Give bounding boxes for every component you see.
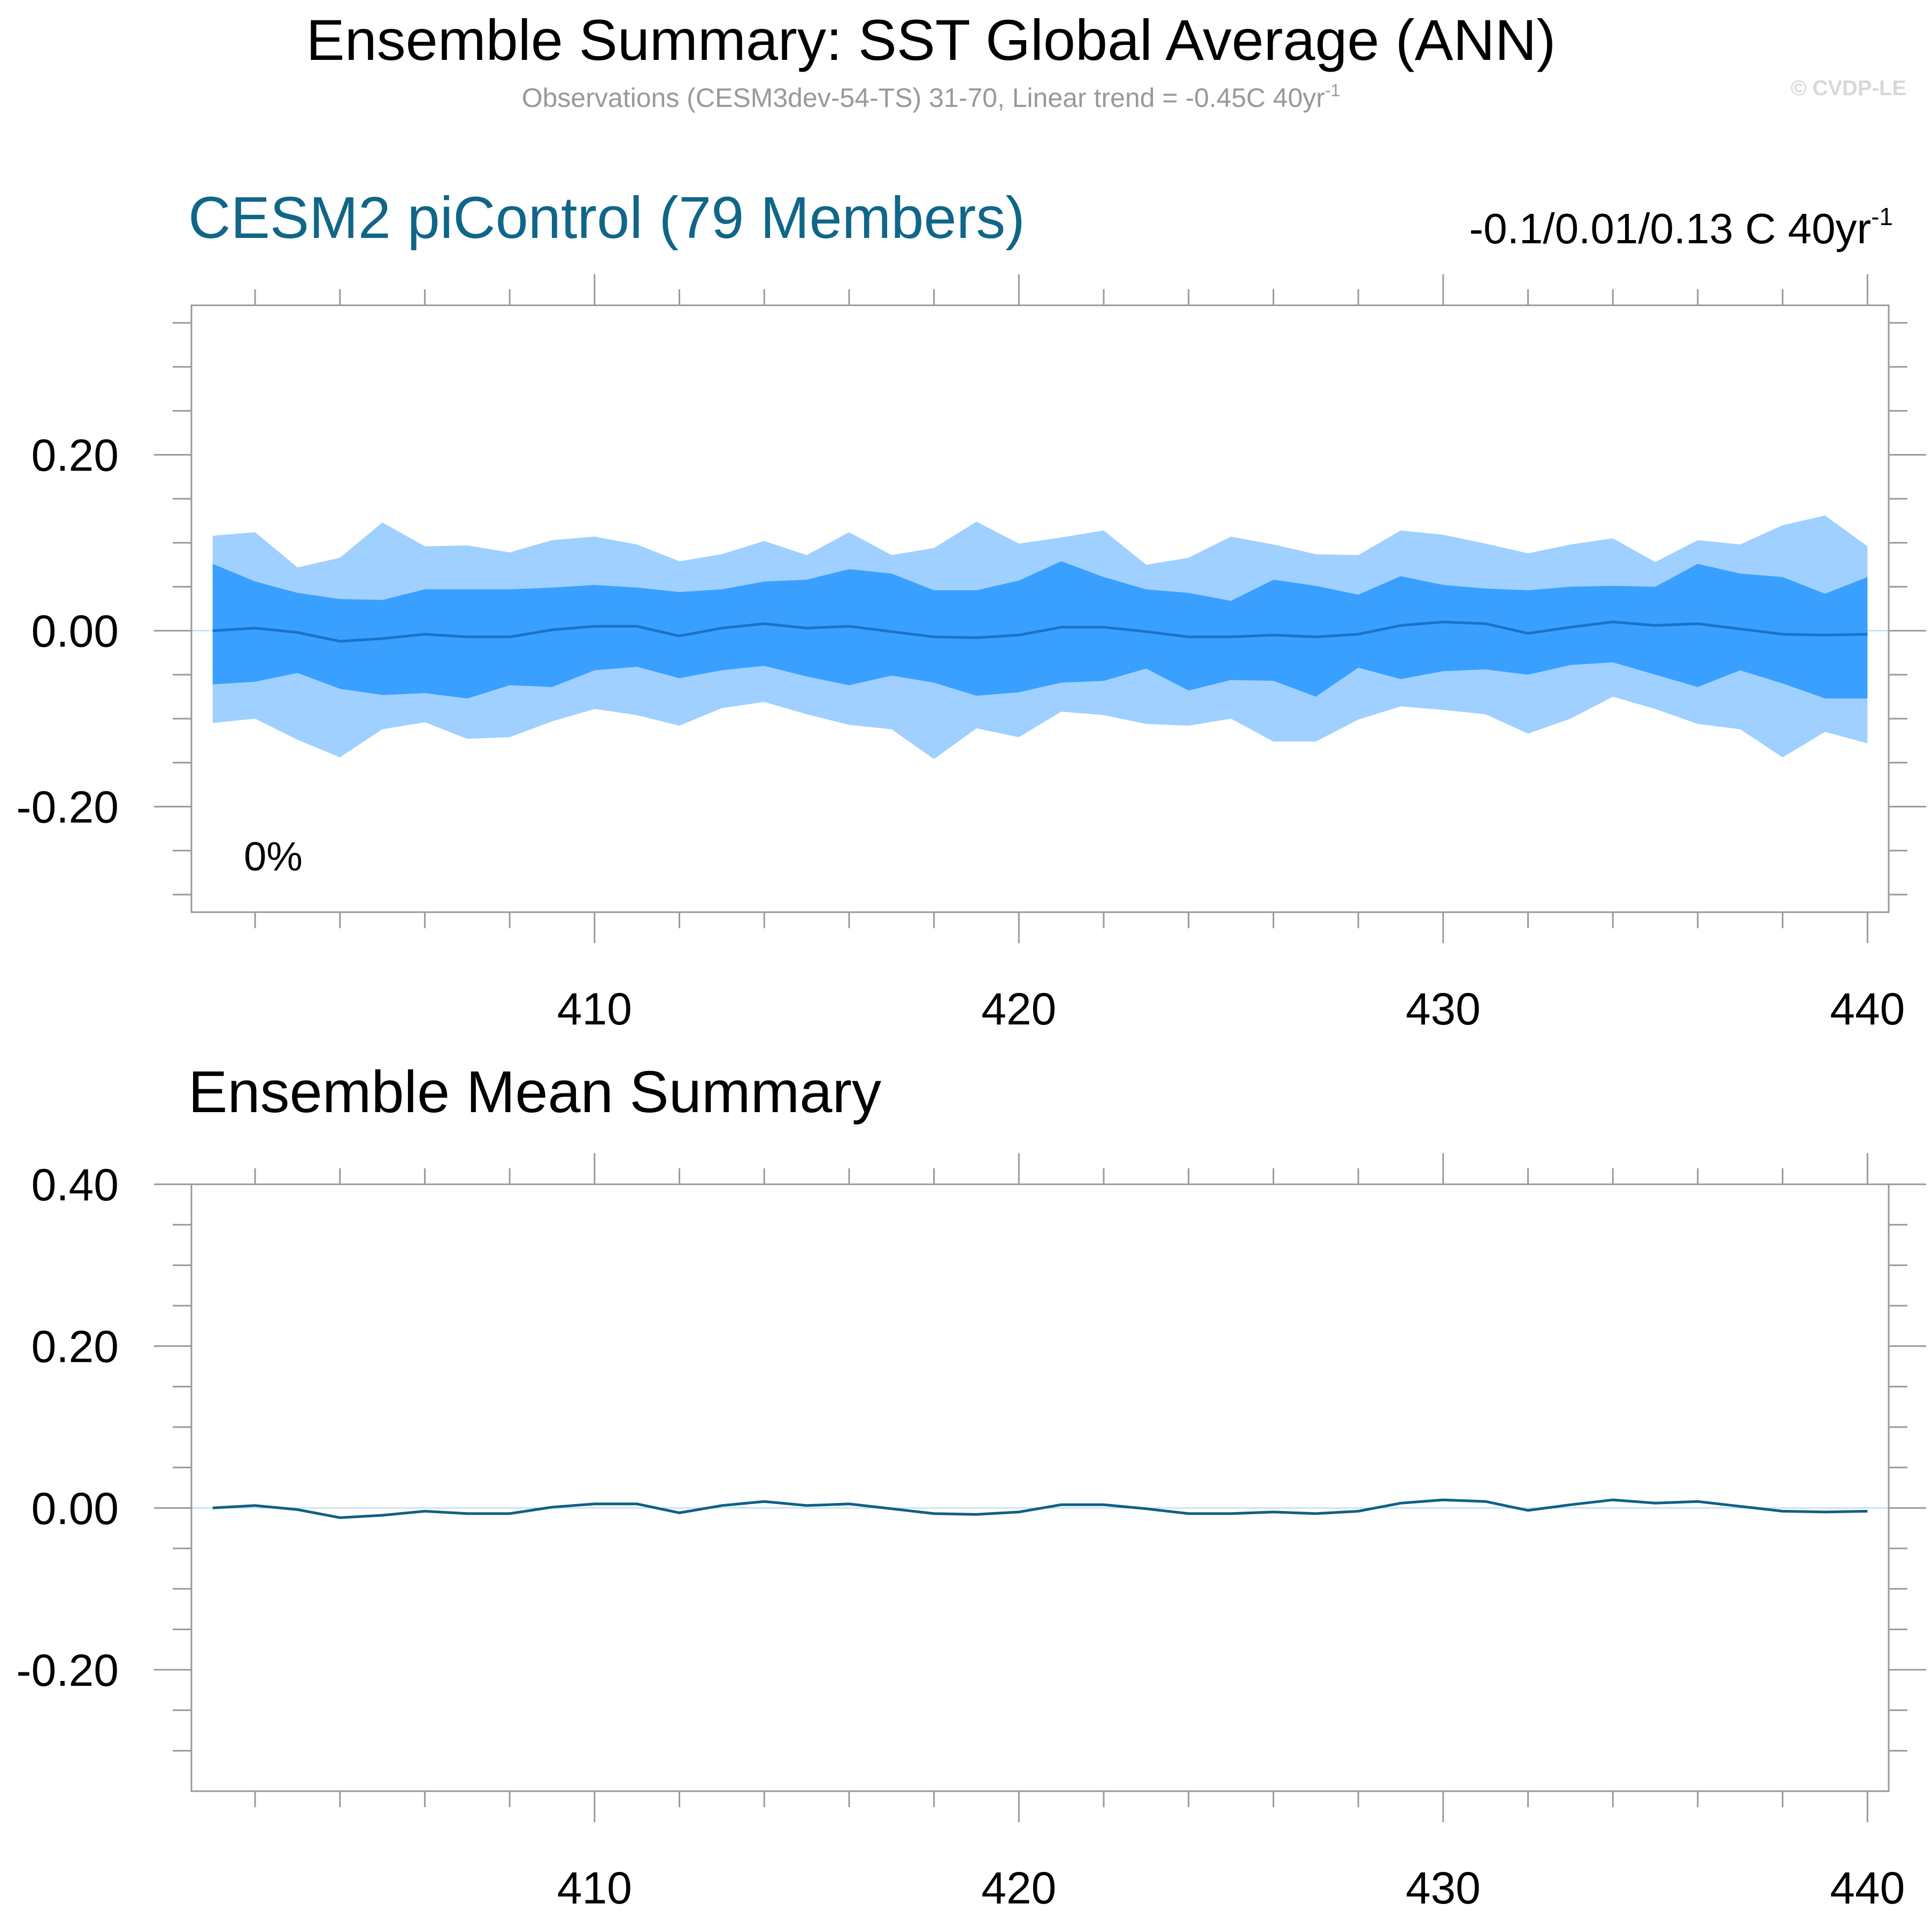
panel-ensemble-mean: Ensemble Mean Summary 410 420 430 440 -0.20 0… bbox=[17, 1059, 1926, 1912]
panel1-trend-annotation: -0.1/0.01/0.13 C 40yr-1 bbox=[1469, 203, 1893, 252]
figure-subtitle: Observations (CESM3dev-54-TS) 31-70, Lin… bbox=[522, 81, 1341, 113]
trend-superscript: -1 bbox=[1871, 203, 1893, 230]
y-tick-label: 0.20 bbox=[32, 430, 119, 481]
y-tick-label: 0.40 bbox=[32, 1160, 119, 1210]
x-tick-label: 410 bbox=[557, 984, 632, 1034]
x-tick-label: 420 bbox=[981, 1863, 1056, 1912]
plot-frame bbox=[190, 1183, 1890, 1792]
y-tick-label: -0.20 bbox=[17, 782, 119, 832]
ensemble-mean-line bbox=[212, 620, 1868, 643]
x-tick-label: 420 bbox=[981, 984, 1056, 1034]
subtitle-superscript: -1 bbox=[1325, 81, 1340, 100]
y-tick-label: 0.00 bbox=[32, 606, 119, 657]
x-tick-label: 440 bbox=[1830, 984, 1905, 1034]
x-tick-label: 410 bbox=[557, 1863, 632, 1912]
subtitle-text: Observations (CESM3dev-54-TS) 31-70, Lin… bbox=[522, 83, 1325, 113]
y-tick-label: -0.20 bbox=[17, 1645, 119, 1695]
panel-ensemble-spread: CESM2 piControl (79 Members) -0.1/0.01/0… bbox=[17, 185, 1926, 1034]
y-tick-label: 0.20 bbox=[32, 1322, 119, 1372]
panel1-title: CESM2 piControl (79 Members) bbox=[188, 185, 1025, 251]
x-tick-label: 430 bbox=[1406, 984, 1481, 1034]
copyright-watermark: © CVDP-LE bbox=[1791, 76, 1906, 100]
panel2-plot-area: 410 420 430 440 -0.20 0.00 0.20 0.40 bbox=[17, 1153, 1926, 1912]
plot-frame bbox=[190, 304, 1890, 913]
panel1-plot-area: 410 420 430 440 -0.20 0.00 0.20 bbox=[17, 274, 1926, 1034]
y-tick-label: 0.00 bbox=[32, 1483, 119, 1533]
panel1-percent-label: 0% bbox=[244, 834, 303, 880]
series-line-0 bbox=[212, 1498, 1868, 1520]
figure-title: Ensemble Summary: SST Global Average (AN… bbox=[306, 7, 1556, 72]
panel2-title: Ensemble Mean Summary bbox=[188, 1059, 881, 1125]
x-tick-label: 440 bbox=[1830, 1863, 1905, 1912]
x-tick-label: 430 bbox=[1406, 1863, 1481, 1912]
trend-text: -0.1/0.01/0.13 C 40yr bbox=[1469, 205, 1872, 252]
